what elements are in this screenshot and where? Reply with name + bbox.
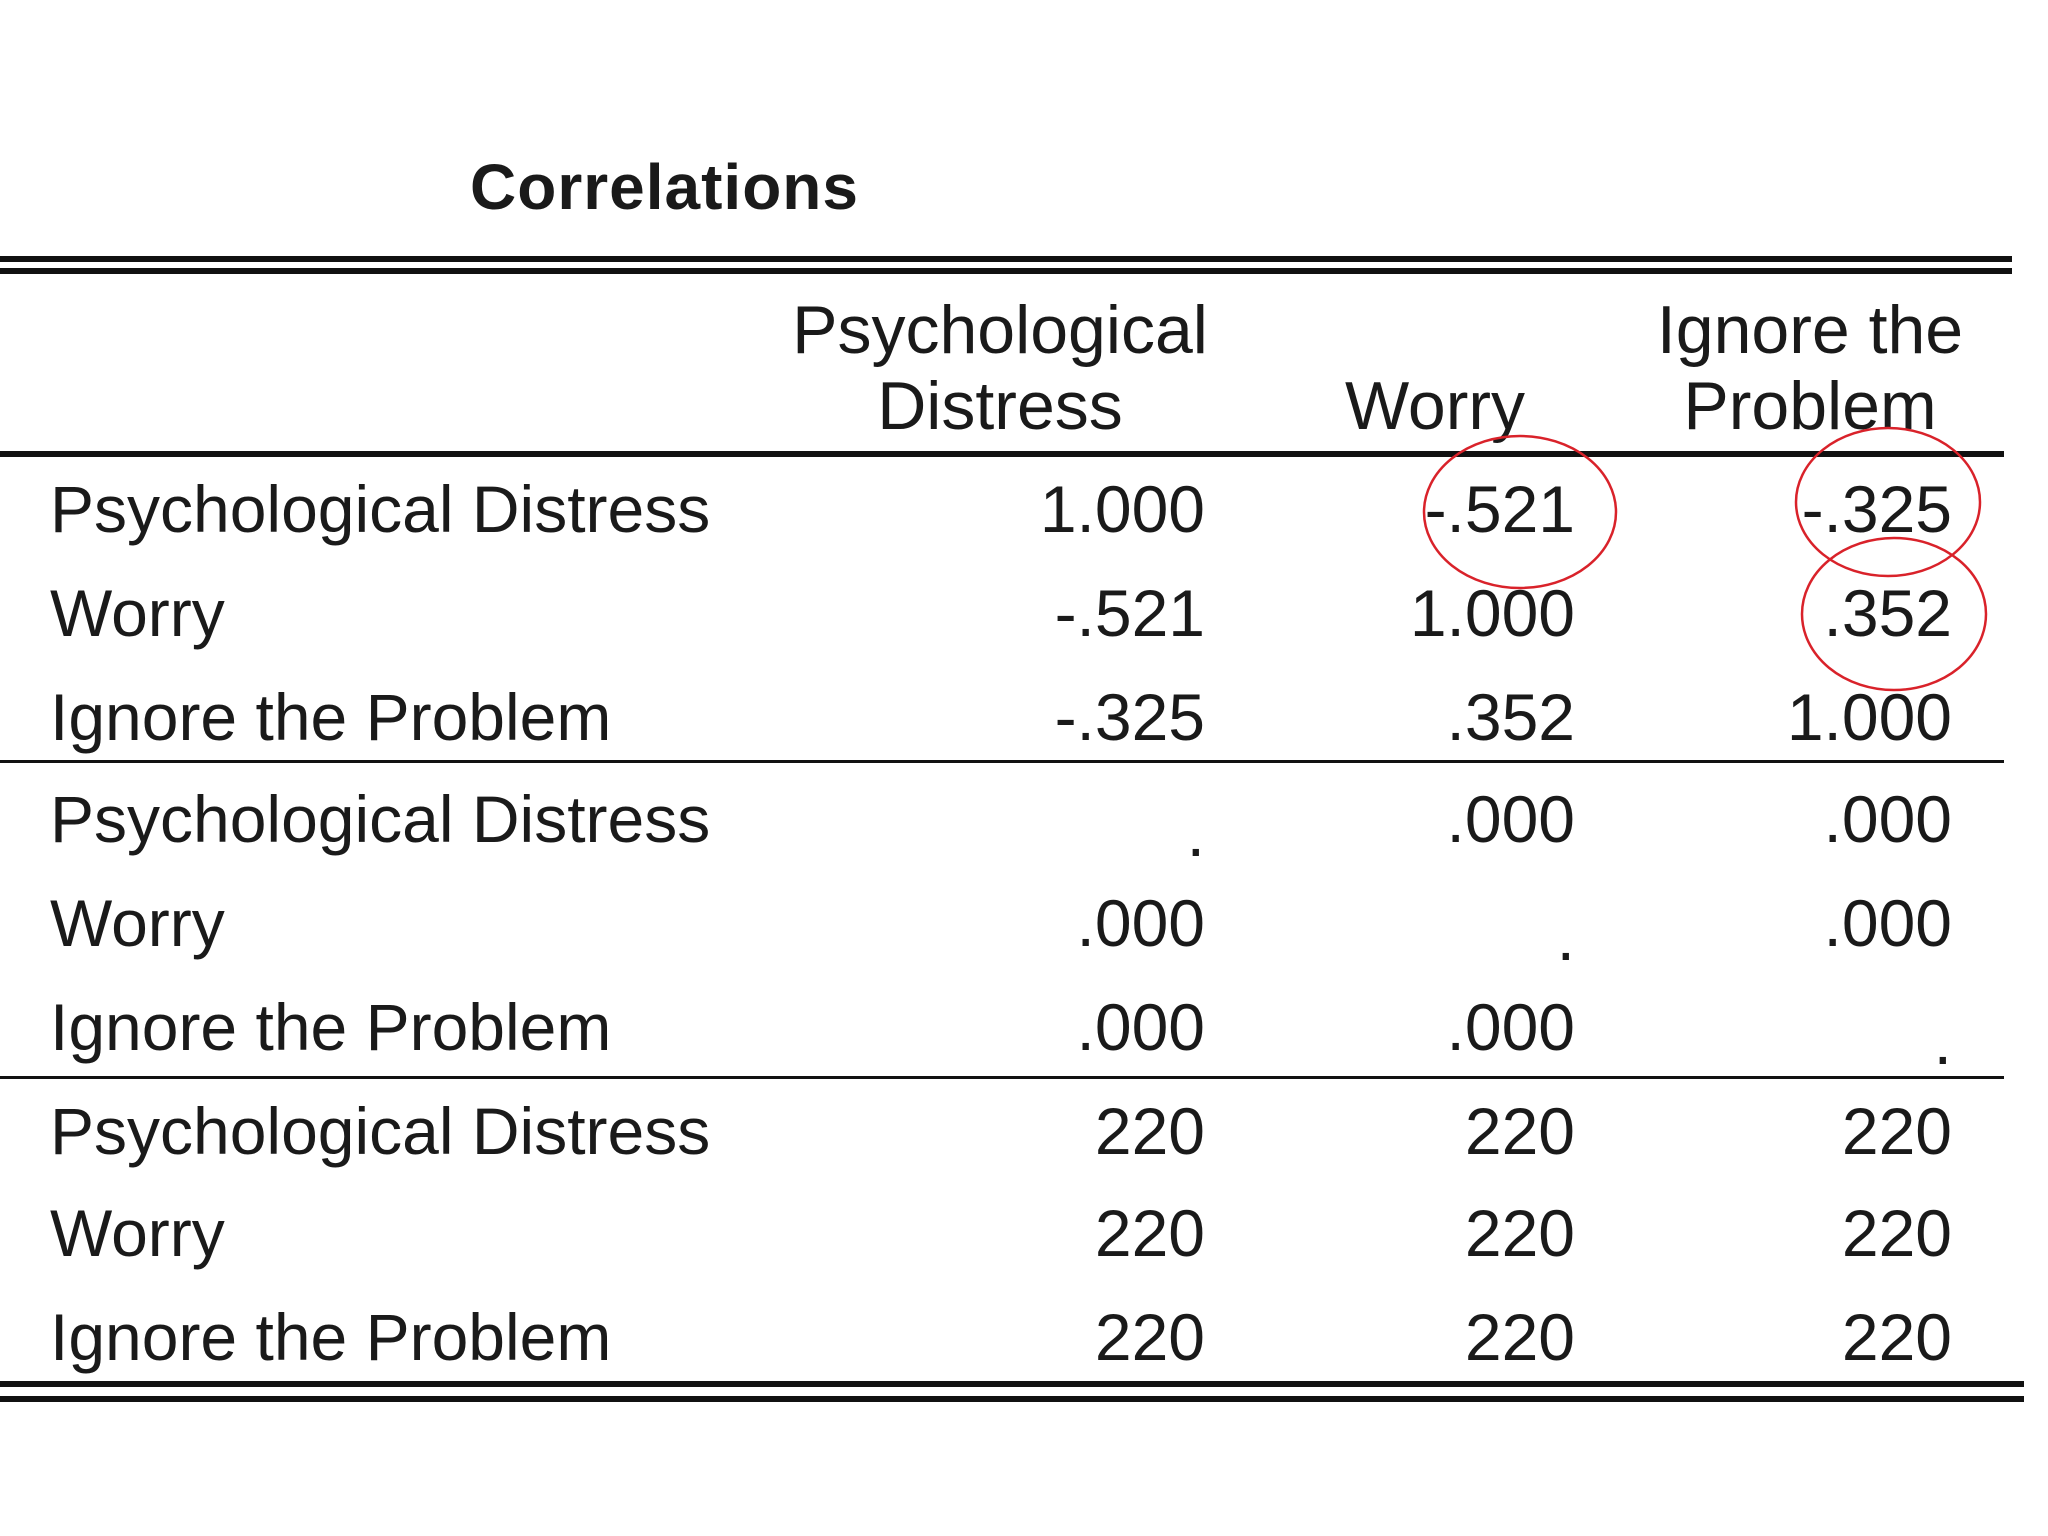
- top-double-rule-1: [0, 256, 2012, 262]
- cell-value: 1.000: [1039, 472, 1205, 546]
- header-rule: [0, 451, 2004, 457]
- col-header-line2: Problem: [1683, 368, 1937, 444]
- row-label: Ignore the Problem: [50, 990, 612, 1064]
- cell-value: -.325: [1801, 472, 1952, 546]
- cell-value: 220: [1841, 1300, 1952, 1374]
- row-label: Psychological Distress: [50, 782, 711, 856]
- row-label: Psychological Distress: [50, 1094, 711, 1168]
- cell-value: -.521: [1054, 576, 1205, 650]
- cell-value: 1.000: [1786, 680, 1952, 754]
- table-title: Correlations: [470, 151, 859, 223]
- row-label: Psychological Distress: [50, 472, 711, 546]
- cell-value: 220: [1841, 1094, 1952, 1168]
- cell-value: 220: [1464, 1196, 1575, 1270]
- cell-value: .352: [1823, 576, 1952, 650]
- cell-value: 220: [1464, 1094, 1575, 1168]
- cell-value: -.521: [1424, 472, 1575, 546]
- cell-value: .000: [1076, 990, 1205, 1064]
- cell-value: .: [1933, 1004, 1952, 1078]
- section-rule: [0, 760, 2004, 763]
- col-header-line1: Ignore the: [1656, 292, 1964, 368]
- row-label: Worry: [50, 576, 225, 650]
- top-double-rule-2: [0, 268, 2012, 274]
- cell-value: .000: [1076, 886, 1205, 960]
- row-label: Worry: [50, 1196, 225, 1270]
- cell-value: -.325: [1054, 680, 1205, 754]
- cell-value: 220: [1464, 1300, 1575, 1374]
- row-label: Worry: [50, 886, 225, 960]
- bottom-double-rule-2: [0, 1396, 2024, 1402]
- cell-value: 220: [1094, 1094, 1205, 1168]
- cell-value: .: [1556, 900, 1575, 974]
- row-label: Ignore the Problem: [50, 1300, 612, 1374]
- row-label: Ignore the Problem: [50, 680, 612, 754]
- cell-value: .000: [1823, 886, 1952, 960]
- cell-value: .352: [1446, 680, 1575, 754]
- col-header-line1: [1310, 292, 1560, 368]
- cell-value: .000: [1446, 782, 1575, 856]
- cell-value: 220: [1094, 1300, 1205, 1374]
- col-header-ignore-the-problem: Ignore the Problem: [1640, 292, 1980, 444]
- bottom-double-rule-1: [0, 1381, 2024, 1387]
- col-header-psychological-distress: Psychological Distress: [780, 292, 1220, 444]
- col-header-worry: Worry: [1310, 292, 1560, 444]
- cell-value: .000: [1446, 990, 1575, 1064]
- col-header-line2: Worry: [1344, 368, 1526, 444]
- cell-value: 220: [1094, 1196, 1205, 1270]
- section-rule: [0, 1076, 2004, 1079]
- cell-value: .000: [1823, 782, 1952, 856]
- cell-value: 1.000: [1409, 576, 1575, 650]
- cell-value: 220: [1841, 1196, 1952, 1270]
- col-header-line1: Psychological: [792, 292, 1208, 368]
- col-header-line2: Distress: [877, 368, 1123, 444]
- cell-value: .: [1186, 796, 1205, 870]
